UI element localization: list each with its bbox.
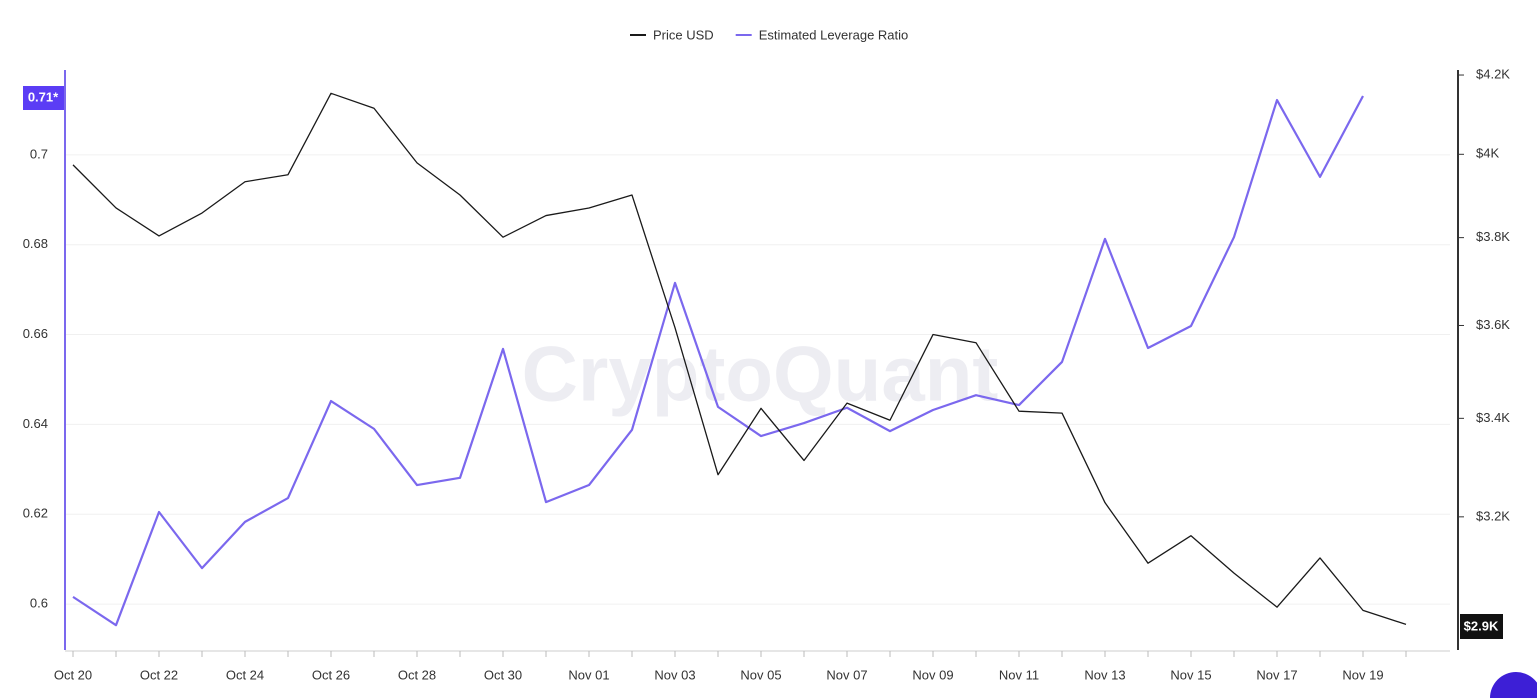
y-tick-label: 0.66 bbox=[23, 326, 48, 341]
last-value-box bbox=[1460, 614, 1503, 639]
x-tick-label: Oct 24 bbox=[226, 667, 264, 682]
y-tick-label: 0.68 bbox=[23, 236, 48, 251]
x-tick-label: Oct 30 bbox=[484, 667, 522, 682]
x-tick-label: Oct 20 bbox=[54, 667, 92, 682]
y-tick-label: 0.64 bbox=[23, 416, 48, 431]
last-value-box bbox=[23, 86, 64, 110]
y2-tick-label: $4K bbox=[1476, 146, 1499, 161]
legend-label: Price USD bbox=[653, 27, 714, 42]
x-tick-label: Oct 28 bbox=[398, 667, 436, 682]
y-tick-label: 0.7 bbox=[30, 146, 48, 161]
x-tick-label: Nov 19 bbox=[1342, 667, 1383, 682]
y2-tick-label: $3.8K bbox=[1476, 229, 1510, 244]
last-value-label: 0.71* bbox=[28, 89, 59, 104]
series-line bbox=[72, 92, 1407, 626]
x-tick-label: Nov 15 bbox=[1170, 667, 1211, 682]
x-tick-label: Nov 11 bbox=[999, 667, 1039, 682]
watermark: CryptoQuant bbox=[522, 330, 999, 418]
y2-tick-label: $3.4K bbox=[1476, 410, 1510, 425]
last-value-label: $2.9K bbox=[1464, 618, 1499, 633]
y-tick-label: 0.6 bbox=[30, 596, 48, 611]
x-tick-label: Nov 09 bbox=[912, 667, 953, 682]
x-tick-label: Nov 03 bbox=[654, 667, 695, 682]
x-tick-label: Nov 05 bbox=[740, 667, 781, 682]
x-tick-label: Nov 07 bbox=[826, 667, 867, 682]
y2-tick-label: $4.2K bbox=[1476, 66, 1510, 81]
x-tick-label: Oct 26 bbox=[312, 667, 350, 682]
x-tick-label: Oct 22 bbox=[140, 667, 178, 682]
y2-tick-label: $3.6K bbox=[1476, 317, 1510, 332]
x-tick-label: Nov 17 bbox=[1256, 667, 1297, 682]
y-tick-label: 0.62 bbox=[23, 506, 48, 521]
series-line bbox=[72, 95, 1364, 627]
y2-tick-label: $3.2K bbox=[1476, 508, 1510, 523]
chat-button bbox=[1490, 672, 1537, 698]
x-tick-label: Nov 01 bbox=[568, 667, 609, 682]
legend-label: Estimated Leverage Ratio bbox=[759, 27, 909, 42]
x-tick-label: Nov 13 bbox=[1084, 667, 1125, 682]
